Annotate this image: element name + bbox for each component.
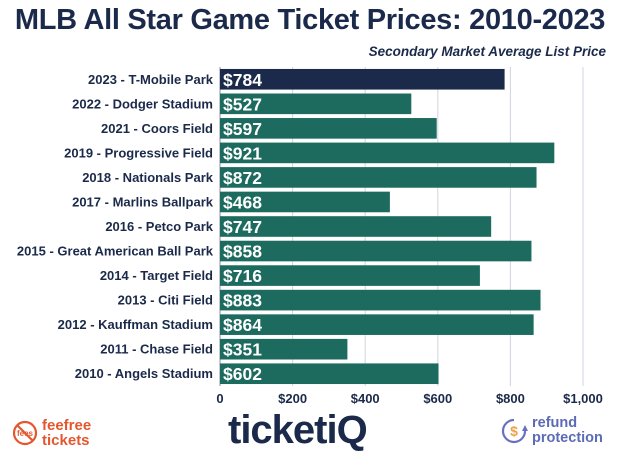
data-label: $872 <box>223 168 262 188</box>
ticketiq-main-text: ticket <box>228 408 327 452</box>
x-tick-label: $200 <box>278 391 307 406</box>
data-label: $883 <box>223 291 262 311</box>
refund-dollar-icon: $ <box>501 418 528 444</box>
category-label: 2021 - Coors Field <box>101 121 213 136</box>
bar <box>220 314 534 335</box>
x-tick-label: $800 <box>496 391 525 406</box>
refund-line2: protection <box>532 430 603 446</box>
ticketiq-logo: ticketiQ <box>228 408 368 453</box>
category-label: 2010 - Angels Stadium <box>75 366 213 381</box>
bar <box>220 118 437 139</box>
category-label: 2019 - Progressive Field <box>64 145 213 160</box>
bar <box>220 363 439 385</box>
category-label: 2011 - Chase Field <box>100 342 213 357</box>
bar <box>220 338 348 360</box>
bar <box>220 289 541 311</box>
bar <box>220 265 480 286</box>
bar <box>220 142 555 164</box>
bar <box>220 68 505 90</box>
category-label: 2023 - T-Mobile Park <box>88 72 214 87</box>
data-label: $716 <box>223 266 262 286</box>
ticketiq-iq-text: iQ <box>326 408 368 452</box>
bar <box>220 93 412 115</box>
data-label: $784 <box>223 70 262 90</box>
feefree-wordmark: feefree tickets <box>42 418 91 448</box>
footer: fees feefree tickets ticketiQ $ refund p… <box>0 408 620 455</box>
category-label: 2012 - Kauffman Stadium <box>58 317 213 332</box>
refund-wordmark: refund protection <box>532 416 603 446</box>
bar <box>220 167 537 188</box>
data-label: $864 <box>223 315 262 335</box>
x-tick-label: 0 <box>216 391 223 406</box>
data-label: $747 <box>223 217 262 237</box>
category-label: 2016 - Petco Park <box>105 219 213 234</box>
bar <box>220 216 492 237</box>
chart-title: MLB All Star Game Ticket Prices: 2010-20… <box>14 4 606 36</box>
category-label: 2022 - Dodger Stadium <box>72 96 213 111</box>
category-label: 2014 - Target Field <box>100 268 213 283</box>
x-tick-label: $1,000 <box>563 391 603 406</box>
x-tick-label: $600 <box>423 391 452 406</box>
category-label: 2017 - Marlins Ballpark <box>72 194 214 209</box>
category-label: 2013 - Citi Field <box>118 293 213 308</box>
data-label: $602 <box>223 364 262 384</box>
x-tick-label: $400 <box>351 391 380 406</box>
refund-protection-logo: $ refund protection <box>500 416 603 446</box>
chart-subtitle: Secondary Market Average List Price <box>368 44 606 59</box>
no-fees-icon: fees <box>12 420 38 446</box>
data-label: $351 <box>223 340 262 360</box>
data-label: $527 <box>223 94 262 114</box>
data-label: $921 <box>223 143 262 163</box>
refund-line1: refund <box>532 415 578 431</box>
feefree-logo: fees feefree tickets <box>12 418 91 448</box>
bar <box>220 191 390 213</box>
data-label: $858 <box>223 242 262 262</box>
data-label: $468 <box>223 192 262 212</box>
refund-dollar-text: $ <box>510 423 518 439</box>
data-label: $597 <box>223 119 262 139</box>
bar <box>220 240 532 262</box>
feefree-line1: feefree <box>42 417 92 434</box>
category-label: 2018 - Nationals Park <box>82 170 214 185</box>
category-label: 2015 - Great American Ball Park <box>17 244 214 259</box>
feefree-line2: tickets <box>42 432 90 449</box>
bar-chart: 2023 - T-Mobile Park $784 2022 - Dodger St… <box>17 67 603 406</box>
